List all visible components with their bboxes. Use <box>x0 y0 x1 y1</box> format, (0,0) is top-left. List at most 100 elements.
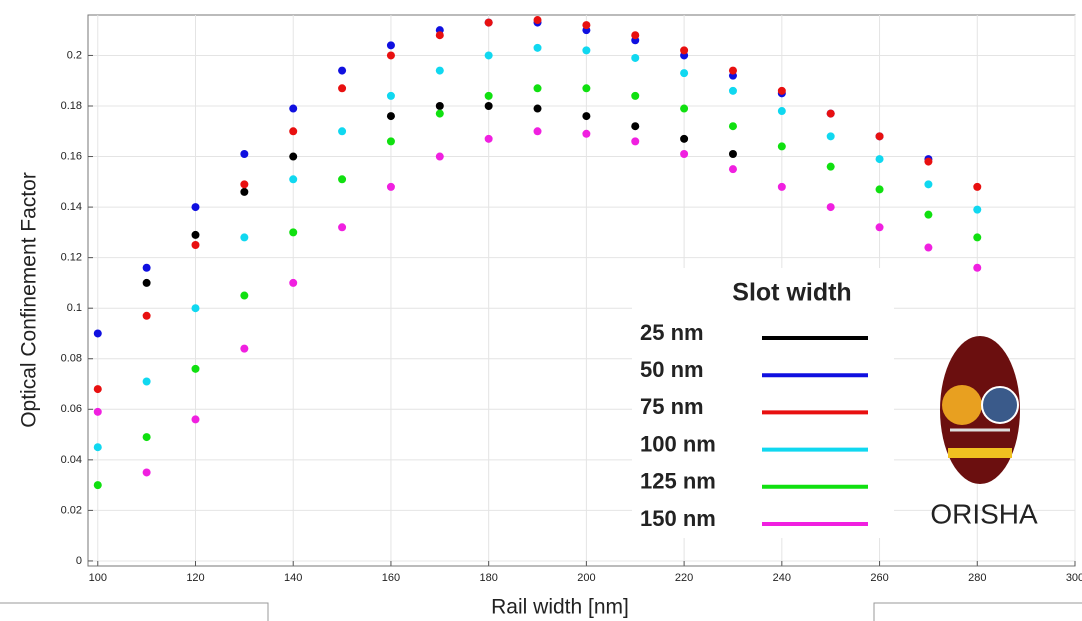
point <box>826 203 835 212</box>
point <box>386 182 395 191</box>
point <box>484 134 493 143</box>
point <box>924 243 933 252</box>
point <box>240 187 249 196</box>
point <box>338 175 347 184</box>
point <box>582 84 591 93</box>
x-tick-label: 240 <box>773 572 791 584</box>
point <box>435 101 444 110</box>
y-tick-label: 0.04 <box>61 454 82 466</box>
point <box>728 66 737 75</box>
point <box>973 205 982 214</box>
point <box>582 46 591 55</box>
point <box>386 41 395 50</box>
point <box>680 46 689 55</box>
legend-label: 100 nm <box>640 431 716 456</box>
x-tick-label: 260 <box>870 572 888 584</box>
point <box>93 481 102 490</box>
y-tick-label: 0.02 <box>61 504 82 516</box>
point <box>924 180 933 189</box>
point <box>826 109 835 118</box>
x-tick-label: 220 <box>675 572 693 584</box>
x-tick-label: 300 <box>1066 572 1082 584</box>
point <box>93 443 102 452</box>
point <box>191 304 200 313</box>
legend: 25 nm 50 nm 75 nm 100 nm 125 nm 150 nm <box>640 320 868 531</box>
points <box>93 16 982 490</box>
y-tick-label: 0.1 <box>67 302 82 314</box>
point <box>289 152 298 161</box>
point <box>631 91 640 100</box>
point <box>533 43 542 52</box>
legend-title: Slot width <box>732 279 851 307</box>
x-tick-label: 280 <box>968 572 986 584</box>
point <box>240 180 249 189</box>
ui-panel-right <box>873 602 1082 621</box>
point <box>533 127 542 136</box>
point <box>386 51 395 60</box>
point <box>289 104 298 113</box>
point <box>435 31 444 40</box>
ui-panel-left <box>0 602 269 621</box>
x-tick-label: 200 <box>577 572 595 584</box>
y-tick-label: 0.2 <box>67 49 82 61</box>
point <box>191 230 200 239</box>
point <box>484 51 493 60</box>
point <box>680 69 689 78</box>
point <box>631 122 640 131</box>
point <box>826 162 835 171</box>
x-tick-label: 160 <box>382 572 400 584</box>
point <box>728 165 737 174</box>
y-tick-label: 0.14 <box>61 201 82 213</box>
point <box>631 137 640 146</box>
point <box>386 137 395 146</box>
point <box>240 150 249 159</box>
point <box>93 385 102 394</box>
point <box>631 31 640 40</box>
point <box>338 66 347 75</box>
legend-label: 25 nm <box>640 320 704 345</box>
legend-label: 75 nm <box>640 394 704 419</box>
point <box>142 311 151 320</box>
legend-box <box>632 268 894 538</box>
x-tick-label: 100 <box>89 572 107 584</box>
point <box>142 377 151 386</box>
point <box>875 132 884 141</box>
point <box>338 127 347 136</box>
point <box>728 86 737 95</box>
point <box>533 104 542 113</box>
y-tick-label: 0.18 <box>61 100 82 112</box>
legend-label: 125 nm <box>640 469 716 494</box>
point <box>386 112 395 121</box>
point <box>240 291 249 300</box>
point <box>728 122 737 131</box>
point <box>435 66 444 75</box>
point <box>924 210 933 219</box>
point <box>240 233 249 242</box>
point <box>338 84 347 93</box>
y-tick-label: 0.12 <box>61 252 82 264</box>
point <box>289 175 298 184</box>
point <box>289 127 298 136</box>
point <box>142 278 151 287</box>
logo <box>940 336 1020 484</box>
point <box>142 263 151 272</box>
grid: 0 0.02 0.04 0.06 0.08 0.1 0.12 0.14 0.16 0.18 0.2 1… <box>61 15 1082 584</box>
point <box>875 155 884 164</box>
point <box>191 415 200 424</box>
point <box>289 278 298 287</box>
legend-label: 50 nm <box>640 357 704 382</box>
point <box>435 152 444 161</box>
legend-label: 150 nm <box>640 506 716 531</box>
y-tick-label: 0.16 <box>61 150 82 162</box>
point <box>680 150 689 159</box>
point <box>728 150 737 159</box>
point <box>191 364 200 373</box>
point <box>582 129 591 138</box>
point <box>777 182 786 191</box>
point <box>777 142 786 151</box>
point <box>973 182 982 191</box>
point <box>533 16 542 25</box>
point <box>777 107 786 116</box>
point <box>826 132 835 141</box>
